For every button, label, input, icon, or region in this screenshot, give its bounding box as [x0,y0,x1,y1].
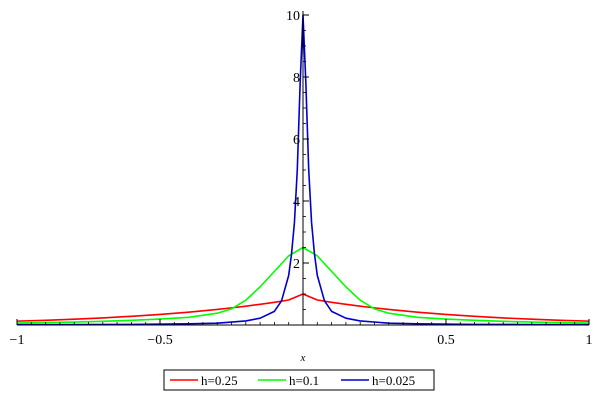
x-tick-label: −1 [10,333,25,348]
legend-label-1: h=0.25 [201,373,238,388]
legend-box [163,369,435,391]
y-tick-label: 10 [286,9,300,24]
x-tick-label: 1 [586,333,593,348]
x-tick-label: −0.5 [147,333,172,348]
y-tick-label: 8 [293,71,300,86]
y-tick-label: 4 [293,195,300,210]
x-tick-label: 0.5 [437,333,455,348]
y-tick-label: 2 [293,257,300,272]
x-axis-title: x [300,352,306,364]
legend-label-2: h=0.1 [289,373,319,388]
legend-label-3: h=0.025 [372,373,415,388]
legend: h=0.25 h=0.1 h=0.025 [163,369,435,391]
y-tick-label: 6 [293,133,300,148]
axes-layer: −1 −0.5 0.5 1 2 4 6 8 10 x [10,9,593,364]
